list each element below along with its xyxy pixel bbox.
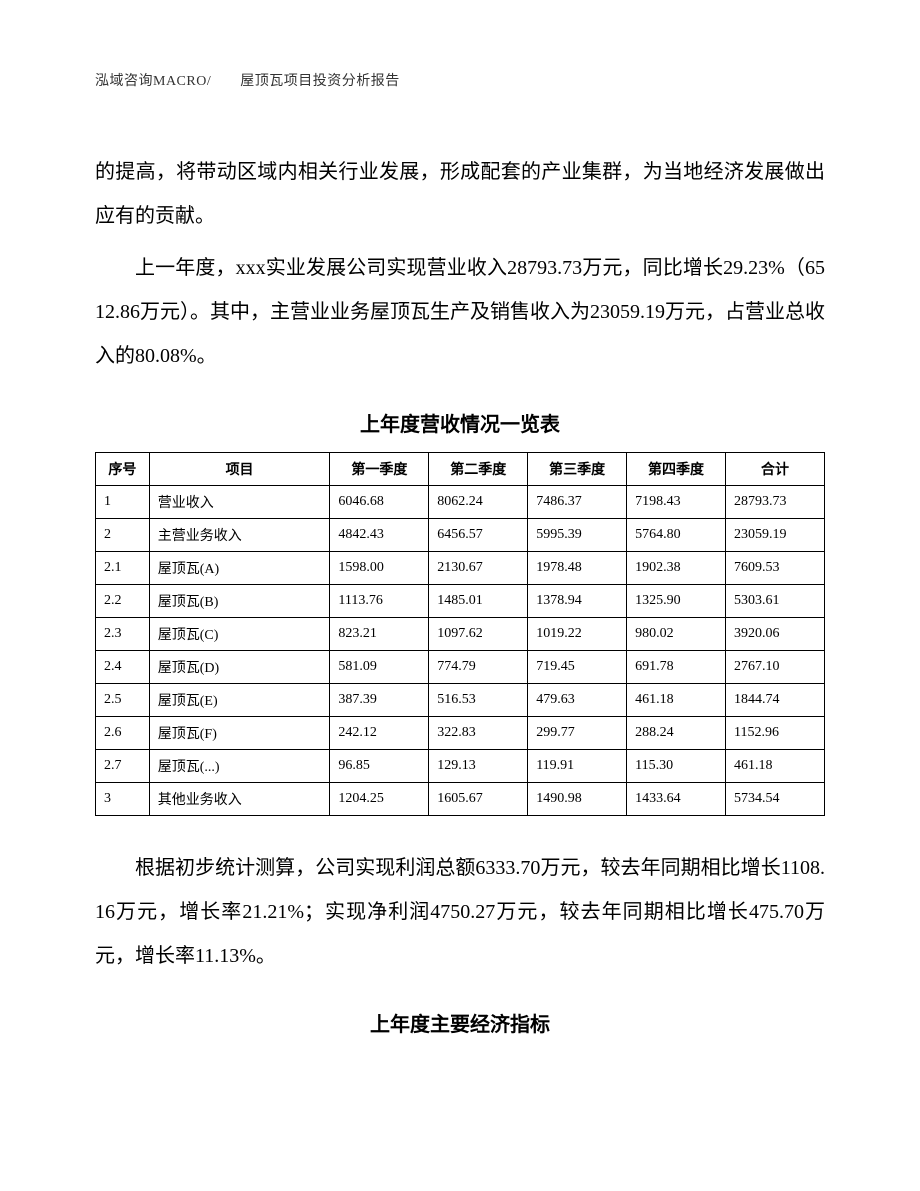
cell-q2: 1097.62 xyxy=(429,618,528,651)
table-header-row: 序号 项目 第一季度 第二季度 第三季度 第四季度 合计 xyxy=(96,453,825,486)
cell-total: 28793.73 xyxy=(726,486,825,519)
cell-total: 7609.53 xyxy=(726,552,825,585)
cell-seq: 2.4 xyxy=(96,651,150,684)
cell-seq: 2 xyxy=(96,519,150,552)
table-row: 2 主营业务收入 4842.43 6456.57 5995.39 5764.80… xyxy=(96,519,825,552)
cell-q2: 6456.57 xyxy=(429,519,528,552)
col-header-item: 项目 xyxy=(149,453,330,486)
cell-seq: 2.2 xyxy=(96,585,150,618)
cell-q2: 2130.67 xyxy=(429,552,528,585)
cell-q1: 387.39 xyxy=(330,684,429,717)
table-row: 2.5 屋顶瓦(E) 387.39 516.53 479.63 461.18 1… xyxy=(96,684,825,717)
cell-q3: 1378.94 xyxy=(528,585,627,618)
cell-q4: 1433.64 xyxy=(627,783,726,816)
cell-q3: 119.91 xyxy=(528,750,627,783)
table-row: 2.1 屋顶瓦(A) 1598.00 2130.67 1978.48 1902.… xyxy=(96,552,825,585)
cell-total: 1844.74 xyxy=(726,684,825,717)
paragraph-1: 的提高，将带动区域内相关行业发展，形成配套的产业集群，为当地经济发展做出应有的贡… xyxy=(95,150,825,238)
cell-q1: 1113.76 xyxy=(330,585,429,618)
cell-q2: 1605.67 xyxy=(429,783,528,816)
table-title: 上年度营收情况一览表 xyxy=(95,408,825,437)
cell-q3: 7486.37 xyxy=(528,486,627,519)
cell-q2: 8062.24 xyxy=(429,486,528,519)
cell-q4: 1325.90 xyxy=(627,585,726,618)
section-title: 上年度主要经济指标 xyxy=(95,1008,825,1037)
cell-total: 5303.61 xyxy=(726,585,825,618)
cell-q4: 461.18 xyxy=(627,684,726,717)
col-header-q3: 第三季度 xyxy=(528,453,627,486)
col-header-q2: 第二季度 xyxy=(429,453,528,486)
table-row: 2.3 屋顶瓦(C) 823.21 1097.62 1019.22 980.02… xyxy=(96,618,825,651)
cell-q3: 1490.98 xyxy=(528,783,627,816)
cell-total: 3920.06 xyxy=(726,618,825,651)
cell-q4: 980.02 xyxy=(627,618,726,651)
cell-q1: 1598.00 xyxy=(330,552,429,585)
cell-seq: 2.1 xyxy=(96,552,150,585)
cell-item: 屋顶瓦(D) xyxy=(149,651,330,684)
cell-total: 5734.54 xyxy=(726,783,825,816)
table-row: 2.7 屋顶瓦(...) 96.85 129.13 119.91 115.30 … xyxy=(96,750,825,783)
table-row: 2.6 屋顶瓦(F) 242.12 322.83 299.77 288.24 1… xyxy=(96,717,825,750)
page-header: 泓域咨询MACRO/ 屋顶瓦项目投资分析报告 xyxy=(95,70,825,90)
cell-q1: 6046.68 xyxy=(330,486,429,519)
cell-seq: 2.6 xyxy=(96,717,150,750)
cell-q2: 322.83 xyxy=(429,717,528,750)
cell-seq: 2.3 xyxy=(96,618,150,651)
cell-item: 营业收入 xyxy=(149,486,330,519)
col-header-q1: 第一季度 xyxy=(330,453,429,486)
cell-q2: 516.53 xyxy=(429,684,528,717)
paragraph-2: 上一年度，xxx实业发展公司实现营业收入28793.73万元，同比增长29.23… xyxy=(95,246,825,378)
cell-q2: 774.79 xyxy=(429,651,528,684)
cell-q3: 299.77 xyxy=(528,717,627,750)
cell-item: 主营业务收入 xyxy=(149,519,330,552)
cell-q1: 823.21 xyxy=(330,618,429,651)
cell-q3: 5995.39 xyxy=(528,519,627,552)
table-row: 1 营业收入 6046.68 8062.24 7486.37 7198.43 2… xyxy=(96,486,825,519)
table-row: 3 其他业务收入 1204.25 1605.67 1490.98 1433.64… xyxy=(96,783,825,816)
cell-item: 其他业务收入 xyxy=(149,783,330,816)
cell-q2: 129.13 xyxy=(429,750,528,783)
col-header-total: 合计 xyxy=(726,453,825,486)
cell-item: 屋顶瓦(C) xyxy=(149,618,330,651)
cell-q1: 581.09 xyxy=(330,651,429,684)
cell-seq: 3 xyxy=(96,783,150,816)
revenue-table: 序号 项目 第一季度 第二季度 第三季度 第四季度 合计 1 营业收入 6046… xyxy=(95,452,825,816)
cell-q4: 288.24 xyxy=(627,717,726,750)
cell-q3: 719.45 xyxy=(528,651,627,684)
cell-seq: 2.7 xyxy=(96,750,150,783)
cell-q2: 1485.01 xyxy=(429,585,528,618)
cell-q1: 96.85 xyxy=(330,750,429,783)
cell-q1: 4842.43 xyxy=(330,519,429,552)
cell-total: 461.18 xyxy=(726,750,825,783)
table-row: 2.4 屋顶瓦(D) 581.09 774.79 719.45 691.78 2… xyxy=(96,651,825,684)
col-header-seq: 序号 xyxy=(96,453,150,486)
table-row: 2.2 屋顶瓦(B) 1113.76 1485.01 1378.94 1325.… xyxy=(96,585,825,618)
col-header-q4: 第四季度 xyxy=(627,453,726,486)
cell-q4: 1902.38 xyxy=(627,552,726,585)
cell-item: 屋顶瓦(...) xyxy=(149,750,330,783)
cell-item: 屋顶瓦(E) xyxy=(149,684,330,717)
cell-item: 屋顶瓦(B) xyxy=(149,585,330,618)
cell-q4: 7198.43 xyxy=(627,486,726,519)
cell-q4: 691.78 xyxy=(627,651,726,684)
cell-q4: 5764.80 xyxy=(627,519,726,552)
cell-q1: 242.12 xyxy=(330,717,429,750)
cell-seq: 1 xyxy=(96,486,150,519)
paragraph-3: 根据初步统计测算，公司实现利润总额6333.70万元，较去年同期相比增长1108… xyxy=(95,846,825,978)
cell-seq: 2.5 xyxy=(96,684,150,717)
cell-q3: 479.63 xyxy=(528,684,627,717)
cell-total: 23059.19 xyxy=(726,519,825,552)
cell-item: 屋顶瓦(A) xyxy=(149,552,330,585)
table-body: 1 营业收入 6046.68 8062.24 7486.37 7198.43 2… xyxy=(96,486,825,816)
cell-item: 屋顶瓦(F) xyxy=(149,717,330,750)
cell-q3: 1978.48 xyxy=(528,552,627,585)
cell-total: 2767.10 xyxy=(726,651,825,684)
cell-total: 1152.96 xyxy=(726,717,825,750)
cell-q4: 115.30 xyxy=(627,750,726,783)
cell-q3: 1019.22 xyxy=(528,618,627,651)
cell-q1: 1204.25 xyxy=(330,783,429,816)
